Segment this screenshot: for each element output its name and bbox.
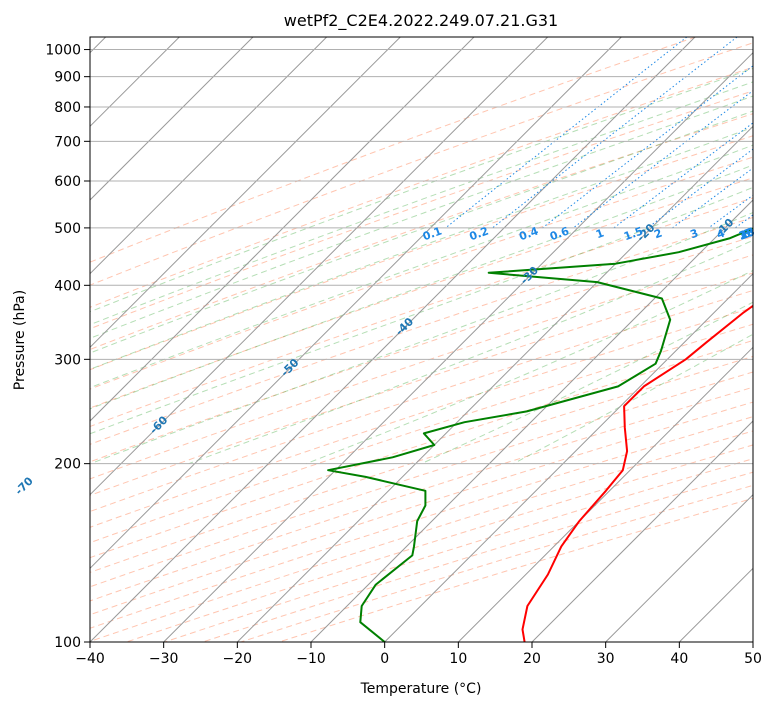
y-tick-label: 900 [54,70,81,86]
mixing-ratio-label: 36 [737,225,756,243]
isotherm-line [163,51,753,642]
y-tick-label: 100 [54,635,81,651]
y-tick-label: 400 [54,278,81,294]
y-axis-title: Pressure (hPa) [12,290,28,390]
mixing-ratio-label: 1 [594,227,606,242]
pressure-grid [90,49,753,642]
background-lines [90,37,753,642]
mixing-ratio-label: 0.6 [548,224,571,243]
isotherm-line [605,493,753,642]
x-tick-label: 50 [744,651,762,667]
mixing-ratio-label: 0.1 [421,224,444,243]
moist-adiabat [421,301,753,465]
isotherm-line [457,346,753,642]
x-tick-label: 0 [380,651,389,667]
x-tick-label: −10 [296,651,326,667]
mixing-ratio-label: 0.2 [468,224,491,243]
x-axis: −40 −30 −20 −10 0 10 20 30 40 50 [75,642,762,667]
mixing-ratio-label: 10 [737,225,756,243]
mixing-ratio-label: 13 [737,225,756,242]
dry-adiabat [90,289,753,513]
y-tick-label: 300 [54,352,81,368]
isotherm-line [90,37,696,642]
dry-adiabat [90,197,753,428]
isotherm-label: -70 [13,474,36,497]
dry-adiabat [90,355,753,573]
y-tick-label: 500 [54,221,81,237]
y-tick-label: 700 [54,134,81,150]
mixing-ratio-label: 0.4 [517,224,540,243]
isotherm-line [90,37,401,349]
mixing-ratio-label: 3 [688,227,700,242]
dry-adiabat [90,307,753,528]
mixing-ratio-label: 4 [715,226,727,241]
mixing-ratio-line [492,37,738,229]
dry-adiabat [90,42,753,286]
x-tick-label: 10 [449,651,467,667]
moist-adiabat [90,95,753,339]
mixing-ratio-line [672,167,753,229]
mixing-ratio-label: 2 [652,227,664,242]
mixing-ratio-line [542,65,753,229]
x-tick-label: 20 [523,651,541,667]
moist-adiabat [90,126,753,370]
y-tick-label: 1000 [45,43,81,59]
x-tick-label: 30 [597,651,615,667]
moist-adiabat [90,144,753,389]
dry-adiabat [90,339,753,559]
y-tick-label: 800 [54,100,81,116]
x-tick-label: −30 [149,651,179,667]
mixing-ratio-label: 8 [741,227,753,242]
isotherm-line [384,272,753,642]
dry-adiabat [90,254,753,480]
x-tick-label: −40 [75,651,105,667]
y-tick-label: 200 [54,457,81,473]
mixing-ratio-label: 25 [737,225,756,242]
moist-adiabat [90,164,753,410]
moist-adiabat [90,186,753,435]
y-axis: 100 200 300 400 500 600 700 800 900 1000 [45,43,90,651]
mixing-ratio-label: 16 [737,225,756,243]
x-axis-title: Temperature (°C) [360,681,482,697]
temperature-profile [521,304,753,642]
isotherm-line [90,37,254,201]
isotherm-line [236,125,753,642]
dry-adiabat [90,66,753,308]
mixing-ratio-label: 6 [741,226,753,241]
x-tick-label: −20 [223,651,253,667]
dry-adiabat [90,177,753,409]
y-tick-label: 600 [54,174,81,190]
plot-background [90,37,753,642]
chart-title: wetPf2_C2E4.2022.249.07.21.G31 [284,11,558,31]
isotherm-line [90,37,622,570]
isotherm-line [310,199,753,642]
moist-adiabat [90,211,753,465]
dewpoint-profile [327,227,753,642]
isotherm-line [531,420,753,642]
moist-adiabat [90,67,753,313]
x-tick-label: 40 [670,651,688,667]
dry-adiabat [90,37,696,263]
plot-frame [89,36,754,643]
mixing-ratio-label: 20 [737,225,756,243]
isotherm-line [752,641,753,642]
isotherm-line [90,37,549,496]
mixing-ratio-line [572,90,753,229]
moist-adiabat [90,110,753,354]
profile-series [327,227,753,642]
isotherm-line [90,37,328,275]
dry-adiabat [90,156,753,390]
dry-adiabat [90,386,753,602]
isotherm-line [90,37,475,422]
mixing-ratio-label: 30 [737,225,756,243]
mixing-ratio-label: 1.5 [622,224,645,243]
moist-adiabat [305,269,753,465]
